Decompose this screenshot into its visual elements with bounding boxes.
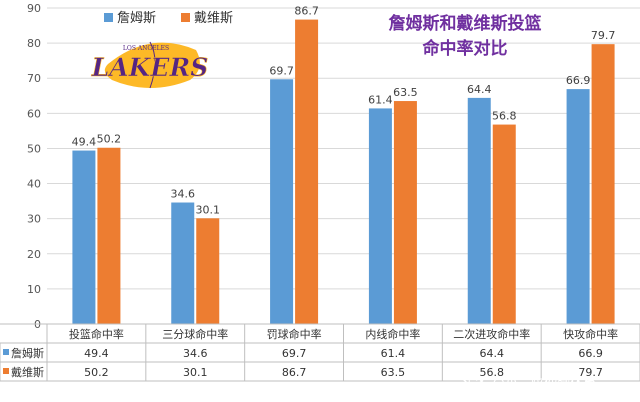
data-label: 79.7 xyxy=(591,29,616,42)
table-cell: 69.7 xyxy=(282,347,307,360)
y-tick-label: 40 xyxy=(27,178,41,191)
y-tick-label: 10 xyxy=(27,283,41,296)
x-category-label: 二次进攻命中率 xyxy=(453,327,530,341)
lakers-logo-ball xyxy=(104,42,200,88)
x-category-label: 内线命中率 xyxy=(365,327,420,341)
y-tick-label: 90 xyxy=(27,2,41,15)
data-label: 56.8 xyxy=(492,110,517,123)
data-label: 66.9 xyxy=(566,74,591,87)
y-tick-label: 50 xyxy=(27,142,41,155)
data-label: 34.6 xyxy=(171,188,196,201)
y-tick-label: 60 xyxy=(27,107,41,120)
table-cell: 34.6 xyxy=(183,347,208,360)
legend-swatch-james xyxy=(104,13,113,22)
bar xyxy=(492,124,516,325)
data-label: 86.7 xyxy=(294,5,319,18)
lakers-logo-ball-seam xyxy=(149,41,156,89)
table-cell: 49.4 xyxy=(84,347,109,360)
data-label: 69.7 xyxy=(269,64,294,77)
table-cell: 56.8 xyxy=(480,366,505,379)
data-label: 49.4 xyxy=(72,136,97,149)
data-labels: 49.4 50.2 34.630.1 69.7 86.7 61.463.5 64.4 56.8… xyxy=(72,5,616,217)
data-label: 61.4 xyxy=(368,93,393,106)
bar xyxy=(97,147,121,324)
lakers-logo-top: LOS ANGELES xyxy=(123,45,169,52)
table-cell: 61.4 xyxy=(381,347,406,360)
gridlines xyxy=(47,7,640,325)
table-cell: 86.7 xyxy=(282,366,307,379)
bars xyxy=(72,19,615,325)
chart-title-line-1: 詹姆斯和戴维斯投篮 xyxy=(389,13,542,34)
lakers-logo-main: LAKERS xyxy=(91,53,209,82)
x-category-label: 投篮命中率 xyxy=(69,327,124,341)
legend-label-james: 詹姆斯 xyxy=(117,11,156,26)
lakers-logo: LOS ANGELES LAKERS xyxy=(90,41,209,89)
legend-label-davis: 戴维斯 xyxy=(194,11,233,26)
table-cell: 66.9 xyxy=(578,347,603,360)
table-cell: 30.1 xyxy=(183,366,208,379)
table-series-name: 戴维斯 xyxy=(11,365,44,379)
table-series-name: 詹姆斯 xyxy=(11,346,44,360)
table-cell: 50.2 xyxy=(84,366,109,379)
x-category-label: 三分球命中率 xyxy=(162,327,228,341)
table-cell: 63.5 xyxy=(381,366,406,379)
y-tick-label: 80 xyxy=(27,37,41,50)
data-label: 30.1 xyxy=(196,203,221,216)
table-cell: 79.7 xyxy=(578,366,603,379)
table-cell: 64.4 xyxy=(480,347,505,360)
table-legend-key xyxy=(3,349,9,355)
bar xyxy=(591,44,615,325)
y-tick-label: 70 xyxy=(27,72,41,85)
bar xyxy=(295,19,319,324)
legend-swatch-davis xyxy=(181,13,190,22)
watermark: 头条 @小二陪你聊体育 xyxy=(462,376,596,392)
y-axis: 0102030405060708090 xyxy=(27,2,41,331)
data-label: 63.5 xyxy=(393,86,418,99)
bar xyxy=(171,202,195,324)
x-category-label: 罚球命中率 xyxy=(267,327,322,341)
chart-title-line-2: 命中率对比 xyxy=(422,38,508,59)
y-tick-label: 20 xyxy=(27,248,41,261)
bar xyxy=(196,218,220,324)
bar xyxy=(270,79,294,324)
x-category-label: 快攻命中率 xyxy=(563,327,618,341)
bar xyxy=(393,101,417,325)
bar xyxy=(72,150,96,324)
y-tick-label: 30 xyxy=(27,213,41,226)
legend: 詹姆斯 戴维斯 xyxy=(104,11,233,26)
bar xyxy=(566,89,590,325)
data-label: 50.2 xyxy=(97,133,122,146)
bar xyxy=(467,97,491,324)
data-label: 64.4 xyxy=(467,83,492,96)
bar xyxy=(368,108,392,324)
table-legend-key xyxy=(3,368,9,374)
